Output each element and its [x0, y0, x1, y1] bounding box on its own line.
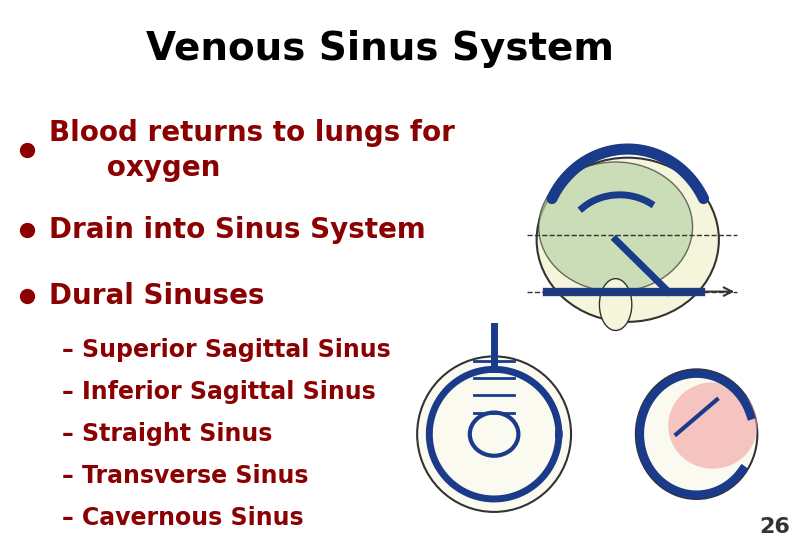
Bar — [50, 70, 58, 83]
Ellipse shape — [470, 413, 518, 456]
Text: – Inferior Sagittal Sinus: – Inferior Sagittal Sinus — [62, 380, 376, 404]
Text: Venous Sinus System: Venous Sinus System — [146, 30, 614, 68]
Bar — [61, 70, 68, 83]
Bar — [57, 44, 65, 83]
Ellipse shape — [536, 158, 719, 322]
Ellipse shape — [636, 369, 757, 499]
Text: 26: 26 — [760, 517, 791, 537]
Ellipse shape — [668, 382, 757, 469]
Ellipse shape — [417, 356, 571, 512]
Text: Drain into Sinus System: Drain into Sinus System — [49, 216, 426, 244]
Text: Blood returns to lungs for
      oxygen: Blood returns to lungs for oxygen — [49, 119, 455, 181]
Text: – Cavernous Sinus: – Cavernous Sinus — [62, 506, 304, 530]
Text: – Transverse Sinus: – Transverse Sinus — [62, 464, 309, 488]
Bar — [45, 31, 76, 36]
Bar — [34, 50, 87, 56]
Bar — [50, 24, 71, 29]
Text: Dural Sinuses: Dural Sinuses — [49, 282, 265, 310]
Text: – Straight Sinus: – Straight Sinus — [62, 422, 273, 446]
Text: – Superior Sagittal Sinus: – Superior Sagittal Sinus — [62, 338, 391, 362]
FancyArrowPatch shape — [703, 287, 732, 296]
Bar — [40, 70, 47, 83]
Ellipse shape — [599, 279, 632, 330]
Bar — [40, 40, 82, 44]
Bar — [71, 70, 79, 83]
Ellipse shape — [539, 162, 693, 292]
